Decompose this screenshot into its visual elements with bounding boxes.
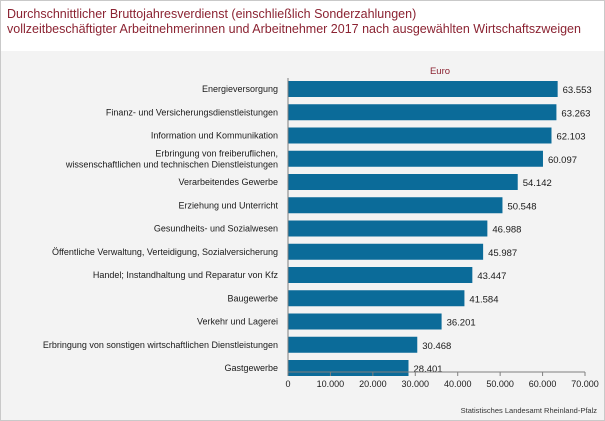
- bar: [288, 174, 518, 190]
- category-label: Energieversorgung: [202, 84, 278, 94]
- source-note: Statistisches Landesamt Rheinland-Pfalz: [461, 406, 598, 415]
- value-label: 43.447: [477, 271, 506, 282]
- x-tick-label: 20.000: [359, 379, 387, 389]
- value-label: 54.142: [523, 178, 552, 189]
- unit-label: Euro: [430, 66, 450, 77]
- value-label: 60.097: [548, 155, 577, 166]
- bar: [288, 336, 418, 353]
- value-label: 50.548: [507, 201, 536, 212]
- bar: [288, 150, 543, 167]
- x-tick-label: 60.000: [529, 379, 557, 389]
- bar: [288, 104, 557, 121]
- x-tick-label: 70.000: [571, 379, 599, 389]
- category-label: Verkehr und Lagerei: [197, 317, 278, 327]
- chart-title-line-1: Durchschnittlicher Bruttojahresverdienst…: [7, 7, 417, 21]
- category-label: Handel; Instandhaltung und Reparatur von…: [93, 270, 279, 280]
- bar: [288, 267, 473, 283]
- bar: [288, 197, 503, 214]
- value-label: 30.468: [422, 341, 451, 352]
- value-label: 28.401: [414, 364, 443, 375]
- bar-chart: Euro Statistisches Landesamt Rheinland-P…: [43, 66, 599, 415]
- category-label: Erziehung und Unterricht: [178, 200, 278, 210]
- chart-panel: Euro Statistisches Landesamt Rheinland-P…: [1, 51, 604, 420]
- bar: [288, 127, 552, 144]
- category-label: Erbringung von freiberuflichen, wissensch…: [65, 148, 278, 169]
- bar: [288, 313, 442, 330]
- category-label: Gesundheits- und Sozialwesen: [154, 224, 278, 234]
- category-label: Erbringung von sonstigen wirtschaftliche…: [43, 340, 278, 350]
- value-label: 45.987: [488, 248, 517, 259]
- x-tick-label: 30.000: [402, 379, 430, 389]
- category-label: Finanz- und Versicherungsdienstleistunge…: [106, 107, 278, 117]
- x-tick-label: 0: [285, 379, 290, 389]
- category-label: Gastgewerbe: [224, 363, 278, 373]
- value-label: 46.988: [492, 225, 521, 236]
- bar: [288, 220, 488, 237]
- x-tick-label: 10.000: [317, 379, 345, 389]
- category-label: Baugewerbe: [227, 293, 278, 303]
- bar: [288, 290, 465, 307]
- bar: [288, 360, 409, 376]
- chart-title-line-2: vollzeitbeschäftigter Arbeitnehmerinnen …: [7, 22, 581, 36]
- value-label: 62.103: [556, 132, 585, 143]
- bar: [288, 243, 484, 260]
- category-label: Information und Kommunikation: [151, 131, 278, 141]
- chart-title: Durchschnittlicher Bruttojahresverdienst…: [7, 7, 581, 37]
- value-label: 63.263: [561, 108, 590, 119]
- value-label: 41.584: [469, 294, 498, 305]
- category-label: Verarbeitendes Gewerbe: [178, 177, 278, 187]
- value-label: 36.201: [447, 318, 476, 329]
- bar: [288, 81, 558, 97]
- category-label: Öffentliche Verwaltung, Verteidigung, So…: [52, 247, 278, 257]
- x-tick-label: 40.000: [444, 379, 472, 389]
- x-tick-label: 50.000: [486, 379, 514, 389]
- value-label: 63.553: [563, 85, 592, 96]
